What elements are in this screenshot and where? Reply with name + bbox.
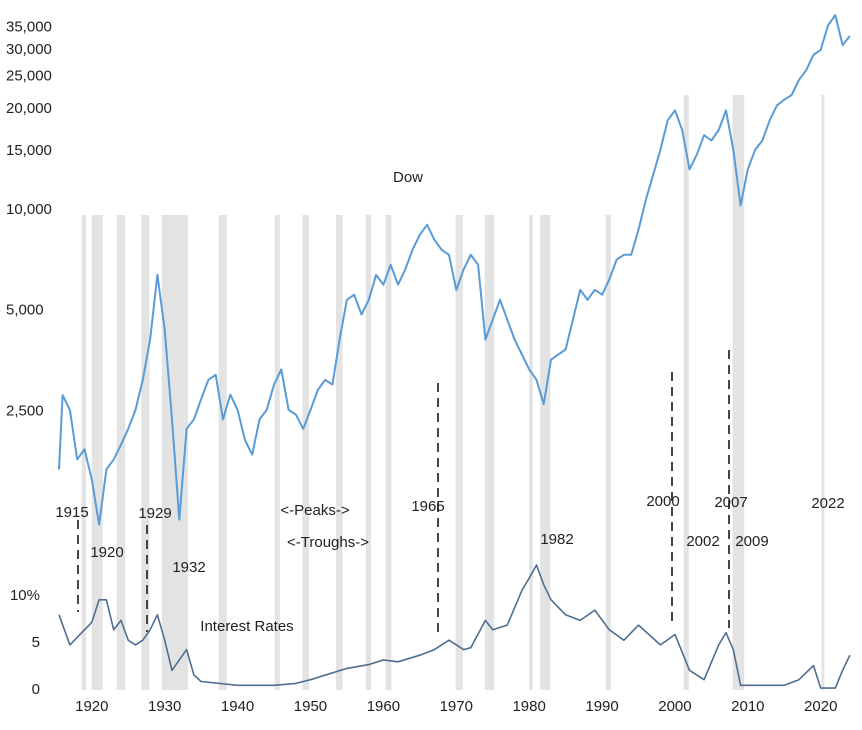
y-tick-label: 25,000 [6,67,52,84]
recession-band [455,215,463,690]
y-tick-label: 20,000 [6,100,52,117]
x-tick-label: 1990 [585,698,618,715]
recession-band [335,215,343,690]
recession-band [274,215,280,690]
recession-band [540,215,551,690]
y-tick-label: 30,000 [6,41,52,58]
x-tick-label: 1920 [75,698,108,715]
recession-band [218,215,227,690]
series-line [58,14,851,526]
annotation: <-Troughs-> [287,534,369,551]
x-tick-label: 1940 [221,698,254,715]
x-tick-label: 1930 [148,698,181,715]
recession-band [385,215,392,690]
y-tick-label: 2,500 [6,403,44,420]
y-tick-label: 35,000 [6,18,52,35]
recession-band [529,215,533,690]
x-tick-label: 1980 [512,698,545,715]
recession-band [91,215,103,690]
y2-tick-label: 5 [32,634,40,651]
annotation: Dow [393,169,423,186]
recession-band [683,95,689,690]
annotation: 2009 [735,533,768,550]
annotation: 1932 [172,559,205,576]
recession-band [484,215,495,690]
dashed-markers [77,350,730,636]
annotation: 2002 [686,533,719,550]
recession-band [116,215,126,690]
annotation: Interest Rates [200,618,293,635]
y2-tick-label: 0 [32,681,40,698]
annotation: 1920 [90,544,123,561]
annotation: 1982 [540,531,573,548]
x-tick-label: 1960 [367,698,400,715]
annotation: 1915 [55,504,88,521]
x-tick-label: 1950 [294,698,327,715]
x-tick-label: 2020 [804,698,837,715]
annotation: 1929 [138,505,171,522]
y-tick-label: 15,000 [6,142,52,159]
recession-band [141,215,150,690]
y2-tick-label: 10% [10,587,40,604]
annotation: 1965 [411,498,444,515]
recession-band [732,95,745,690]
recession-band [302,215,310,690]
annotation: 2000 [646,493,679,510]
recession-band [365,215,371,690]
series-line [58,564,851,689]
x-tick-label: 1970 [440,698,473,715]
annotation: 2007 [714,494,747,511]
y-tick-label: 10,000 [6,201,52,218]
annotation: <-Peaks-> [280,502,349,519]
x-tick-label: 2010 [731,698,764,715]
recession-band [81,215,86,690]
recession-band [821,95,825,690]
y-tick-label: 5,000 [6,302,44,319]
recession-band [605,215,611,690]
annotation: 2022 [811,495,844,512]
x-tick-label: 2000 [658,698,691,715]
